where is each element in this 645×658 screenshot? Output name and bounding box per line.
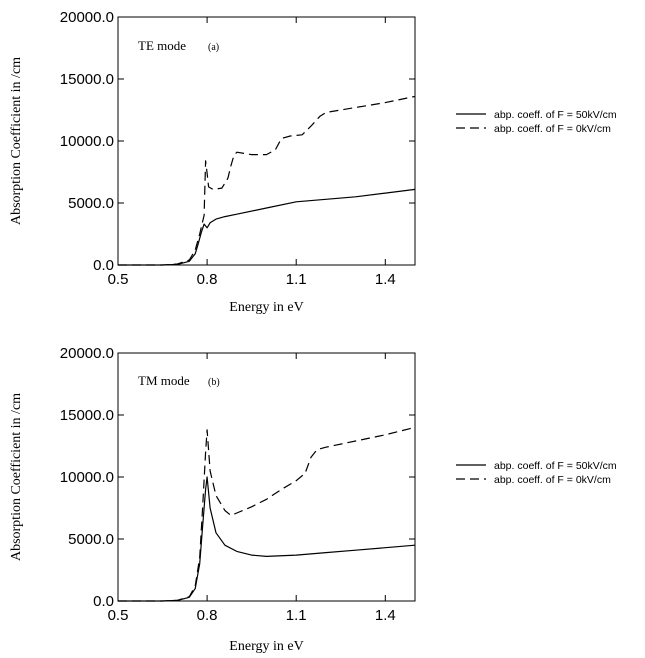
plot-frame [117,16,416,266]
x-tick-label: 0.8 [197,271,218,288]
series-line-50kv [118,476,416,602]
x-tick-label: 0.5 [108,271,129,288]
y-tick-label: 0.0 [93,593,114,610]
y-tick-label: 20000.0 [60,345,114,362]
x-tick-label: 1.1 [286,271,307,288]
series-line-0kv [118,426,416,602]
legend-entry-label: abp. coeff. of F = 50kV/cm [494,109,617,121]
series-lines [118,95,416,266]
axis-ticks: 0.5 0.8 1.1 1.4 0.0 5000.0 10000.0 15000.0 20000… [60,9,415,288]
y-tick-label: 10000.0 [60,133,114,150]
y-tick-label: 5000.0 [68,195,114,212]
x-tick-label: 0.8 [197,607,218,624]
y-axis-label: Absorption Coefficient in /cm [9,57,24,225]
legend: abp. coeff. of F = 50kV/cm abp. coeff. of… [456,109,617,135]
y-tick-label: 15000.0 [60,407,114,424]
y-tick-label: 15000.0 [60,71,114,88]
x-axis-label: Energy in eV [229,639,303,654]
legend-entry-label: abp. coeff. of F = 50kV/cm [494,460,617,472]
chart-panel-te: TE mode (a) Energy in eV Absorption Coef… [9,9,617,315]
legend: abp. coeff. of F = 50kV/cm abp. coeff. of… [456,460,617,486]
series-line-0kv [118,95,416,266]
x-tick-label: 0.5 [108,607,129,624]
x-tick-label: 1.1 [286,607,307,624]
panel-tag-label: (b) [208,377,220,388]
x-axis-label: Energy in eV [229,300,303,315]
series-line-50kv [118,188,416,266]
plot-frame [117,352,416,602]
y-tick-label: 0.0 [93,257,114,274]
legend-entry-label: abp. coeff. of F = 0kV/cm [494,474,611,486]
legend-entry-label: abp. coeff. of F = 0kV/cm [494,123,611,135]
chart-panel-tm: TM mode (b) Energy in eV Absorption Coef… [9,345,617,654]
y-axis-label: Absorption Coefficient in /cm [9,393,24,561]
axis-ticks: 0.5 0.8 1.1 1.4 0.0 5000.0 10000.0 15000.0 20000… [60,345,415,624]
y-tick-label: 5000.0 [68,531,114,548]
x-tick-label: 1.4 [375,607,396,624]
x-tick-label: 1.4 [375,271,396,288]
panel-mode-label: TE mode [138,38,186,53]
series-lines [118,426,416,602]
panel-tag-label: (a) [208,42,219,53]
panel-mode-label: TM mode [138,373,190,388]
y-tick-label: 10000.0 [60,469,114,486]
y-tick-label: 20000.0 [60,9,114,26]
